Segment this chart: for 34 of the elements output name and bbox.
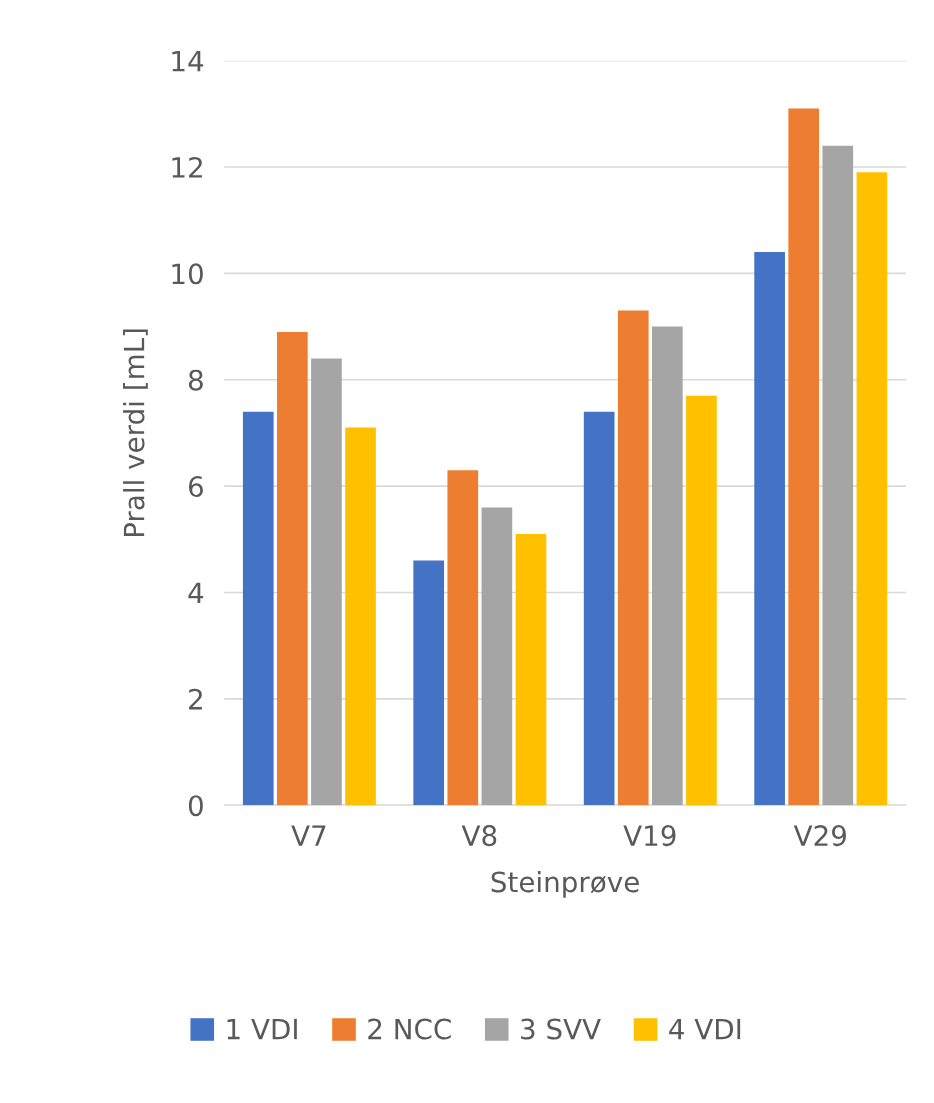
y-tick-label: 14 [172, 50, 204, 72]
bar [413, 560, 445, 806]
bar [277, 331, 308, 806]
x-axis-title: Steinprøve [491, 870, 639, 898]
bar [788, 108, 820, 806]
bar [822, 145, 854, 806]
bar [617, 310, 649, 806]
y-tick-label: 0 [188, 795, 203, 817]
bar [447, 470, 479, 806]
x-tick-label: V19 [623, 825, 676, 847]
y-axis-title: Prall verdi [mL] [123, 329, 148, 537]
bar [311, 358, 342, 806]
legend-label: 3 SVV [521, 1018, 601, 1040]
legend-label: 4 VDI [669, 1018, 741, 1040]
bar [515, 533, 547, 806]
bar [583, 411, 615, 806]
x-tick-label: V7 [291, 825, 326, 846]
y-tick-label: 10 [172, 263, 203, 285]
legend-label: 1 VDI [227, 1018, 297, 1040]
y-tick-label: 2 [189, 688, 202, 710]
x-tick-label: V29 [793, 825, 846, 847]
y-tick-label: 6 [188, 476, 203, 498]
bar [754, 252, 785, 806]
y-tick-label: 4 [188, 582, 204, 604]
bar [856, 172, 888, 806]
bar [481, 507, 513, 806]
bar [345, 427, 376, 806]
y-tick-label: 12 [172, 156, 202, 178]
legend-label: 2 NCC [368, 1018, 451, 1040]
bar [686, 395, 717, 806]
x-tick-label: V8 [461, 825, 497, 847]
y-tick-label: 8 [188, 369, 203, 391]
bar [242, 411, 274, 806]
bar [652, 326, 683, 806]
